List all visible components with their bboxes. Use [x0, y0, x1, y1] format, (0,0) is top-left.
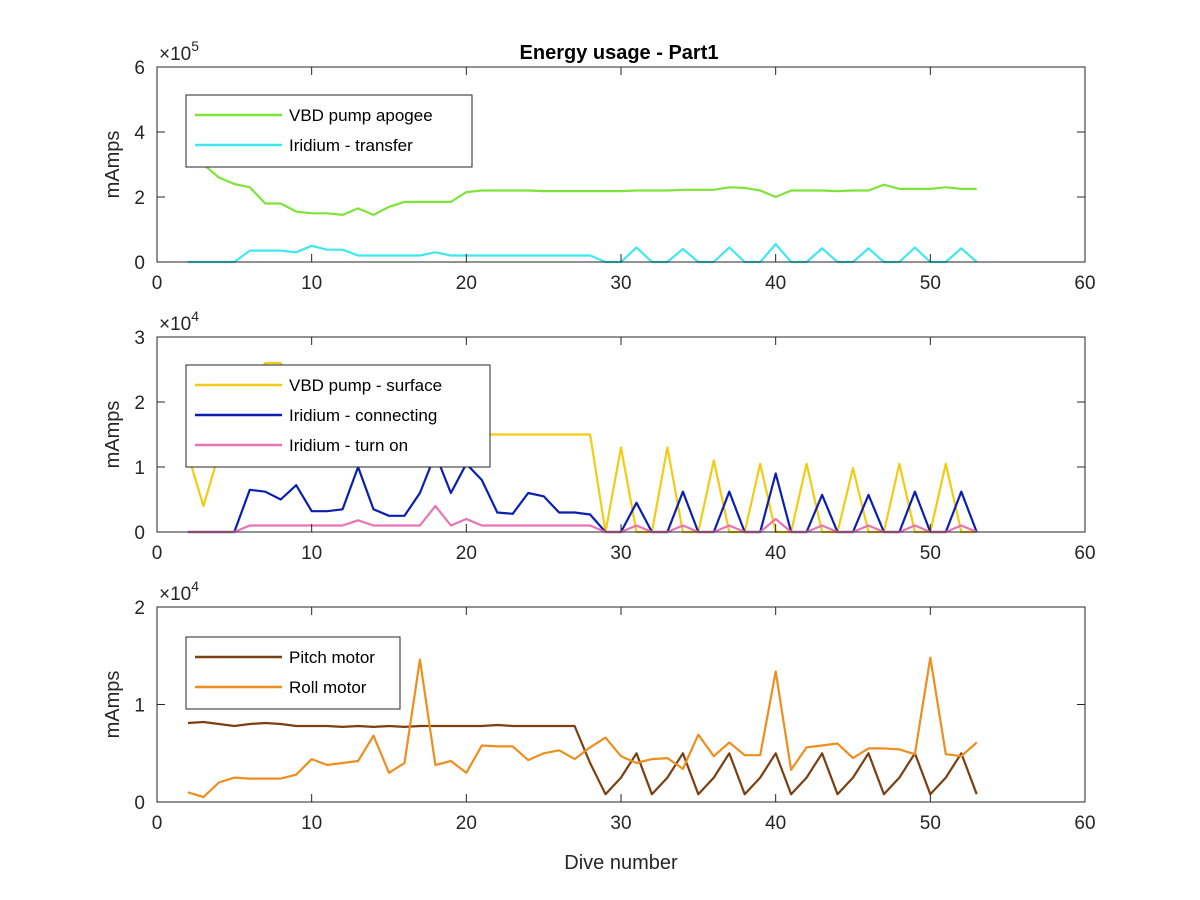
y-tick-label: 1	[134, 696, 145, 717]
y-tick-label: 4	[134, 123, 145, 144]
legend-box	[185, 94, 473, 168]
y-tick-label: 2	[134, 188, 145, 209]
y-tick-label: 6	[134, 58, 145, 79]
chart-title: Energy usage - Part1	[520, 42, 719, 64]
x-tick-label: 10	[301, 273, 322, 294]
y-tick-label: 0	[134, 253, 145, 274]
y-exponent-power: 4	[191, 308, 199, 324]
legend-entry: Roll motor	[289, 678, 367, 697]
x-tick-label: 10	[301, 813, 322, 834]
x-tick-label: 40	[765, 543, 786, 564]
series-line-3-1	[187, 720, 978, 796]
x-tick-label: 50	[920, 273, 941, 294]
legend-entry: Iridium - connecting	[289, 406, 437, 425]
x-tick-label: 20	[456, 543, 477, 564]
x-tick-label: 20	[456, 273, 477, 294]
x-tick-label: 30	[610, 813, 631, 834]
y-tick-label: 0	[134, 523, 145, 544]
x-tick-label: 0	[152, 813, 163, 834]
series-line-3-2	[187, 656, 978, 799]
x-tick-label: 60	[1074, 543, 1095, 564]
x-tick-label: 0	[152, 273, 163, 294]
legend: VBD pump - surface Iridium - connecting Ir…	[185, 364, 491, 468]
y-tick-label: 3	[134, 328, 145, 349]
x-tick-label: 40	[765, 273, 786, 294]
y-tick-label: 2	[134, 598, 145, 619]
x-tick-label: 60	[1074, 273, 1095, 294]
y-axis-label: mAmps	[102, 671, 124, 739]
series-line-1-1	[187, 147, 977, 216]
y-exponent-power: 5	[191, 38, 199, 54]
legend: Pitch motor Roll motor	[185, 636, 401, 710]
legend-entry: VBD pump - surface	[289, 376, 442, 395]
y-tick-label: 1	[134, 458, 145, 479]
x-tick-label: 40	[765, 813, 786, 834]
x-tick-label: 50	[920, 543, 941, 564]
x-tick-label: 0	[152, 543, 163, 564]
y-tick-label: 0	[134, 793, 145, 814]
y-axis-label: mAmps	[102, 131, 124, 199]
y-axis-label: mAmps	[102, 401, 124, 469]
x-axis-label: Dive number	[564, 852, 678, 874]
legend: VBD pump apogee Iridium - transfer	[185, 94, 473, 168]
x-tick-label: 30	[610, 543, 631, 564]
legend-box	[185, 636, 401, 710]
x-tick-label: 10	[301, 543, 322, 564]
x-tick-label: 50	[920, 813, 941, 834]
legend-entry: Iridium - turn on	[289, 436, 408, 455]
legend-entry: Pitch motor	[289, 648, 375, 667]
x-tick-label: 20	[456, 813, 477, 834]
x-tick-label: 30	[610, 273, 631, 294]
legend-entry: Iridium - transfer	[289, 136, 413, 155]
x-tick-label: 60	[1074, 813, 1095, 834]
y-tick-label: 2	[134, 393, 145, 414]
legend-entry: VBD pump apogee	[289, 106, 433, 125]
y-exponent-power: 4	[191, 578, 199, 594]
